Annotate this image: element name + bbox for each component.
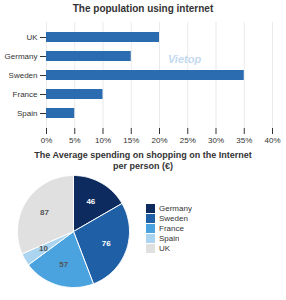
html-text:The Average spending on shoppi: The Average spending on shopping on the …: [34, 149, 252, 171]
svg-text:40%: 40%: [264, 136, 280, 145]
svg-text:UK: UK: [26, 33, 38, 42]
svg-text:87: 87: [40, 208, 49, 217]
html-text:Spain: Spain: [159, 234, 180, 243]
html-text:UK: UK: [159, 244, 171, 253]
svg-text:15%: 15%: [123, 136, 139, 145]
html-text:Sweden: Sweden: [159, 214, 188, 223]
svg-text:10: 10: [39, 244, 48, 253]
svg-text:France: France: [13, 90, 38, 99]
svg-text:5%: 5%: [69, 136, 81, 145]
svg-text:30%: 30%: [208, 136, 224, 145]
svg-text:46: 46: [86, 197, 95, 206]
html-text:The population using internet: The population using internet: [72, 3, 214, 14]
svg-text:Sweden: Sweden: [9, 71, 38, 80]
svg-text:57: 57: [59, 260, 68, 269]
html-text:France: France: [159, 224, 184, 233]
svg-text:0%: 0%: [41, 136, 53, 145]
svg-text:76: 76: [102, 239, 111, 248]
svg-text:20%: 20%: [151, 136, 167, 145]
svg-text:25%: 25%: [180, 136, 196, 145]
svg-text:35%: 35%: [236, 136, 252, 145]
svg-text:Spain: Spain: [17, 109, 37, 118]
html-text:Germany: Germany: [159, 204, 192, 213]
svg-text:10%: 10%: [95, 136, 111, 145]
svg-text:Germany: Germany: [5, 52, 38, 61]
svg-text:Vietop: Vietop: [168, 53, 201, 65]
